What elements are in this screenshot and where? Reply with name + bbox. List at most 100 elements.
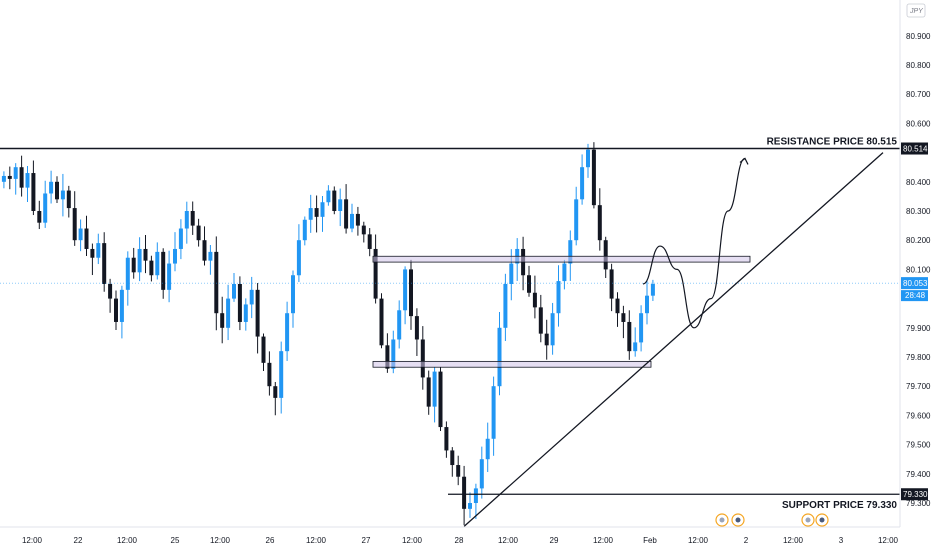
- candle: [232, 272, 236, 302]
- candle: [308, 194, 313, 233]
- candle-body: [37, 211, 42, 223]
- candle-body: [108, 284, 113, 299]
- candle-body: [409, 269, 413, 317]
- candle: [627, 310, 632, 360]
- candle-body: [397, 310, 402, 340]
- candle-body: [645, 295, 649, 314]
- candle-body: [586, 149, 590, 168]
- candle: [296, 224, 301, 283]
- candle-body: [597, 205, 602, 241]
- candle-body: [190, 211, 195, 226]
- support-label: SUPPORT PRICE 79.330: [782, 500, 897, 511]
- candle-body: [60, 190, 65, 200]
- candle-body: [226, 298, 231, 328]
- zone-box[interactable]: [372, 255, 751, 263]
- candle: [273, 381, 278, 416]
- candle: [90, 243, 95, 276]
- event-marker-dot: [719, 517, 725, 523]
- time-tick-label: 27: [362, 536, 371, 545]
- candle: [503, 273, 508, 341]
- candle: [267, 351, 272, 396]
- candle-body: [414, 316, 419, 340]
- candle: [1, 171, 6, 189]
- candle-body: [603, 240, 608, 270]
- event-marker-icon[interactable]: [731, 513, 745, 527]
- candle: [13, 163, 18, 195]
- candle-body: [66, 190, 71, 209]
- candle-body: [243, 304, 248, 322]
- candle: [208, 245, 213, 275]
- candle-body: [249, 289, 254, 305]
- time-tick-label: 22: [74, 536, 83, 545]
- candle-body: [102, 243, 107, 284]
- candle-body: [296, 240, 301, 276]
- candle: [491, 376, 496, 456]
- price-tick-label: 80.900: [906, 32, 931, 41]
- price-tick-label: 80.800: [906, 61, 931, 70]
- candle: [102, 232, 107, 292]
- candle: [243, 298, 248, 331]
- candle: [279, 341, 284, 414]
- currency-label: JPY: [909, 8, 924, 15]
- price-tick-label: 79.800: [906, 353, 931, 362]
- event-marker-icon[interactable]: [815, 513, 829, 527]
- zone-box[interactable]: [372, 360, 652, 368]
- price-tick-label: 79.900: [906, 324, 931, 333]
- candle-body: [462, 476, 467, 509]
- time-tick-label: 12:00: [402, 536, 423, 545]
- resistance-price-badge-box: [901, 142, 928, 155]
- candles: [1, 142, 655, 525]
- candle-body: [161, 251, 166, 290]
- currency-box: [906, 3, 926, 18]
- candle-body: [385, 345, 390, 369]
- candle: [485, 422, 490, 473]
- candle: [302, 216, 307, 246]
- candle: [220, 296, 225, 344]
- time-tick-label: Feb: [643, 536, 657, 545]
- candle-body: [214, 251, 219, 314]
- candle: [586, 143, 590, 178]
- event-marker-icon[interactable]: [801, 513, 815, 527]
- price-axis: 80.900 80.800 80.700 80.600 80.400 80.300 80.2…: [899, 0, 931, 527]
- price-tick-label: 79.600: [906, 411, 931, 420]
- candle: [131, 247, 136, 279]
- candle-body: [273, 386, 278, 398]
- candle-body: [379, 298, 384, 346]
- projected-path[interactable]: [642, 157, 746, 329]
- price-tick-label: 80.200: [906, 236, 931, 245]
- candle: [521, 236, 526, 291]
- candle-body: [72, 208, 77, 241]
- candle-body: [615, 298, 620, 314]
- candle-body: [432, 371, 437, 407]
- event-marker-dot: [805, 517, 811, 523]
- time-tick-label: 12:00: [688, 536, 709, 545]
- candle: [556, 265, 561, 327]
- candle-body: [556, 281, 561, 314]
- candle-body: [338, 199, 343, 211]
- candle: [350, 203, 354, 233]
- candle-body: [550, 313, 555, 346]
- candle: [379, 293, 384, 349]
- candle: [473, 483, 478, 520]
- candle-body: [25, 173, 30, 188]
- candle-body: [361, 225, 366, 235]
- event-marker-icon[interactable]: [715, 513, 729, 527]
- candle-body: [391, 339, 396, 369]
- candle-body: [308, 208, 313, 220]
- candle-body: [49, 181, 54, 194]
- candle-body: [627, 321, 632, 352]
- candle-body: [373, 248, 378, 299]
- trendline[interactable]: [463, 152, 884, 527]
- candle-body: [568, 240, 573, 264]
- candle-body: [355, 213, 360, 226]
- candle-body: [1, 175, 6, 182]
- candle-body: [639, 313, 644, 343]
- candle: [114, 290, 118, 330]
- candle: [403, 266, 408, 325]
- candle-body: [7, 175, 12, 179]
- candle: [367, 228, 372, 257]
- candle: [43, 180, 48, 228]
- candle-body: [468, 503, 472, 509]
